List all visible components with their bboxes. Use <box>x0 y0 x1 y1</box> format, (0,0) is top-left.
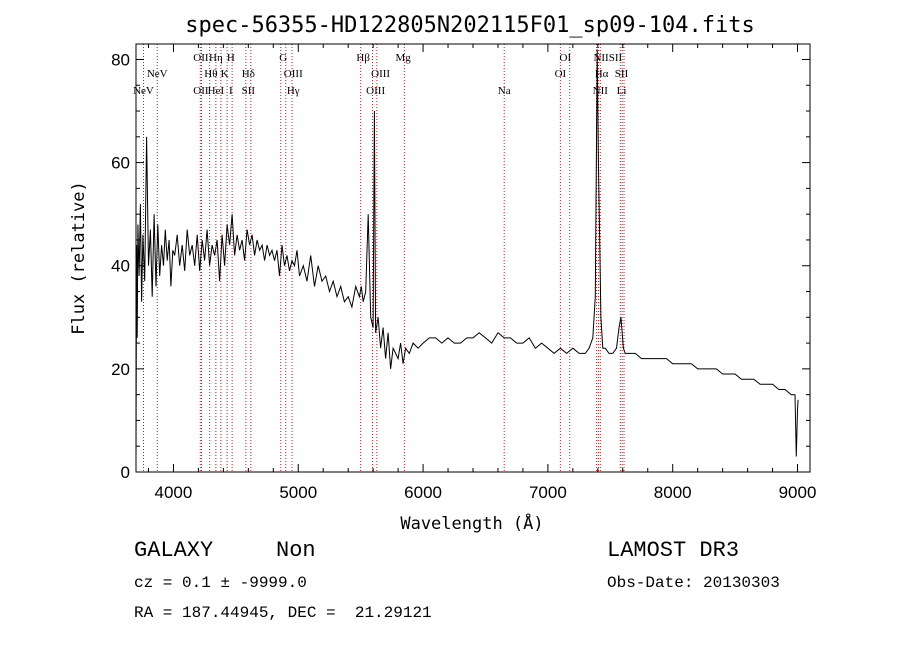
y-tick-label-20: 20 <box>111 360 130 379</box>
line-label-21: OI <box>555 68 567 80</box>
line-label-23: Hα <box>595 68 609 80</box>
line-label-19: Na <box>498 85 511 97</box>
class-label: GALAXY <box>134 538 214 563</box>
line-label-1: NeV <box>147 68 168 80</box>
line-label-18: Mg <box>395 52 411 64</box>
x-tick-label-4000: 4000 <box>155 483 193 502</box>
x-tick-label-5000: 5000 <box>279 483 317 502</box>
line-label-11: SII <box>242 85 256 97</box>
line-label-14: Hγ <box>287 85 300 97</box>
chart-title: spec-56355-HD122805N202115F01_sp09-104.f… <box>185 13 755 38</box>
line-label-8: K <box>221 68 229 80</box>
line-label-22: NIISII <box>593 52 622 64</box>
y-axis-ticks: 0 20 40 60 80 <box>111 50 810 482</box>
redshift-text: cz = 0.1 ± -9999.0 <box>134 574 307 592</box>
survey-label: LAMOST DR3 <box>607 538 740 563</box>
line-label-15: Hβ <box>356 52 370 64</box>
line-label-24: SII <box>615 68 629 80</box>
line-label-0: NeV <box>133 85 154 97</box>
x-tick-label-6000: 6000 <box>404 483 442 502</box>
line-label-20: OI <box>560 52 572 64</box>
y-tick-label-40: 40 <box>111 257 130 276</box>
line-label-7: H <box>227 52 235 64</box>
coordinates-text: RA = 187.44945, DEC = 21.29121 <box>134 604 432 622</box>
x-tick-label-8000: 8000 <box>654 483 692 502</box>
x-axis-ticks: 4000 5000 6000 7000 8000 9000 <box>147 44 817 502</box>
line-label-25: NII <box>593 85 609 97</box>
line-label-6: HeI <box>208 85 225 97</box>
line-label-2: OII <box>193 52 209 64</box>
line-label-12: G <box>279 52 287 64</box>
y-tick-label-80: 80 <box>111 50 130 69</box>
y-tick-label-60: 60 <box>111 154 130 173</box>
line-label-17: OIII <box>366 85 385 97</box>
line-label-13: OIII <box>284 68 303 80</box>
line-label-10: Hδ <box>242 68 255 80</box>
emission-line-labels: NeVNeVOIIOIIHηHθHeIHKIHδSIIGOIIIHγHβOIII… <box>133 52 628 97</box>
spectrum-line <box>135 49 799 457</box>
line-label-16: OIII <box>371 68 390 80</box>
line-label-3: OII <box>193 85 209 97</box>
x-tick-label-9000: 9000 <box>779 483 817 502</box>
x-axis-label: Wavelength (Å) <box>400 512 543 534</box>
line-label-26: Li <box>617 85 627 97</box>
y-axis-label: Flux (relative) <box>69 181 89 335</box>
obs-date-text: Obs-Date: 20130303 <box>607 574 780 592</box>
plot-frame <box>135 43 811 473</box>
line-label-9: I <box>229 85 233 97</box>
subclass-label: Non <box>276 538 316 563</box>
line-label-4: Hη <box>209 52 223 64</box>
emission-marker-lines <box>142 44 625 472</box>
line-label-5: Hθ <box>204 68 217 80</box>
x-tick-label-7000: 7000 <box>529 483 567 502</box>
y-tick-label-0: 0 <box>121 463 130 482</box>
